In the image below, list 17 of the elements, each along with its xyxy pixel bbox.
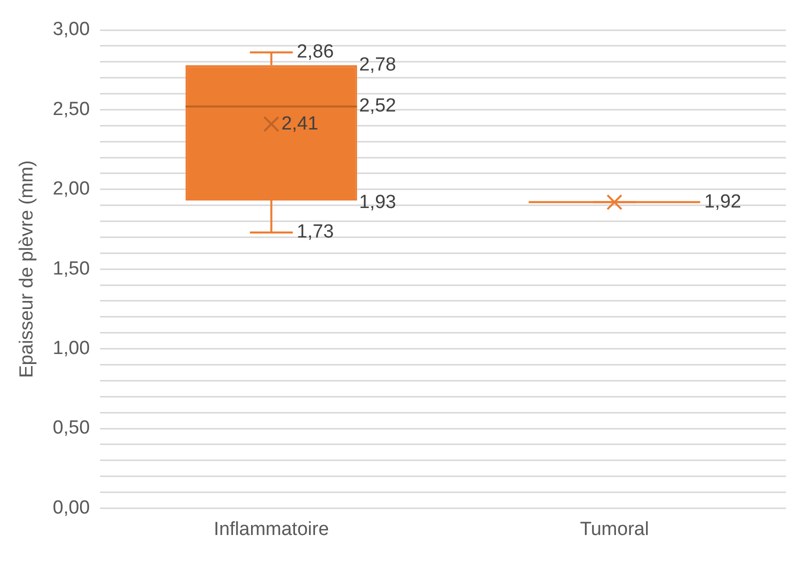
- text: 2,78: [359, 54, 396, 76]
- y-axis-title: Epaisseur de plèvre (mm): [16, 160, 38, 378]
- y-tick-label: 2,50: [52, 98, 90, 120]
- text: 1,92: [704, 191, 742, 212]
- y-tick-label: 3,00: [52, 19, 90, 40]
- text: 2,52: [359, 96, 396, 117]
- y-tick-label: 1,50: [52, 258, 90, 280]
- text: 1,93: [359, 192, 396, 213]
- text: 2,41: [281, 113, 318, 134]
- y-tick-label: 0,00: [52, 497, 90, 518]
- y-tick-label: 1,00: [52, 338, 90, 360]
- y-tick-label: 2,00: [52, 178, 90, 200]
- text: 1,73: [296, 222, 334, 243]
- text: 2,86: [296, 42, 334, 63]
- x-tick-label: Tumoral: [580, 518, 649, 540]
- x-tick-label: Inflammatoire: [214, 518, 329, 540]
- y-tick-label: 0,50: [52, 418, 90, 439]
